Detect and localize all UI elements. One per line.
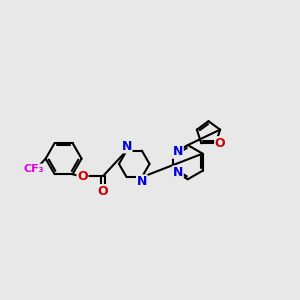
Text: N: N [173,145,183,158]
Text: O: O [215,137,226,150]
Text: O: O [98,185,108,198]
Text: CF₃: CF₃ [24,164,44,174]
Text: N: N [137,175,147,188]
Text: N: N [173,166,183,179]
Text: O: O [77,169,88,182]
Text: N: N [122,140,132,153]
